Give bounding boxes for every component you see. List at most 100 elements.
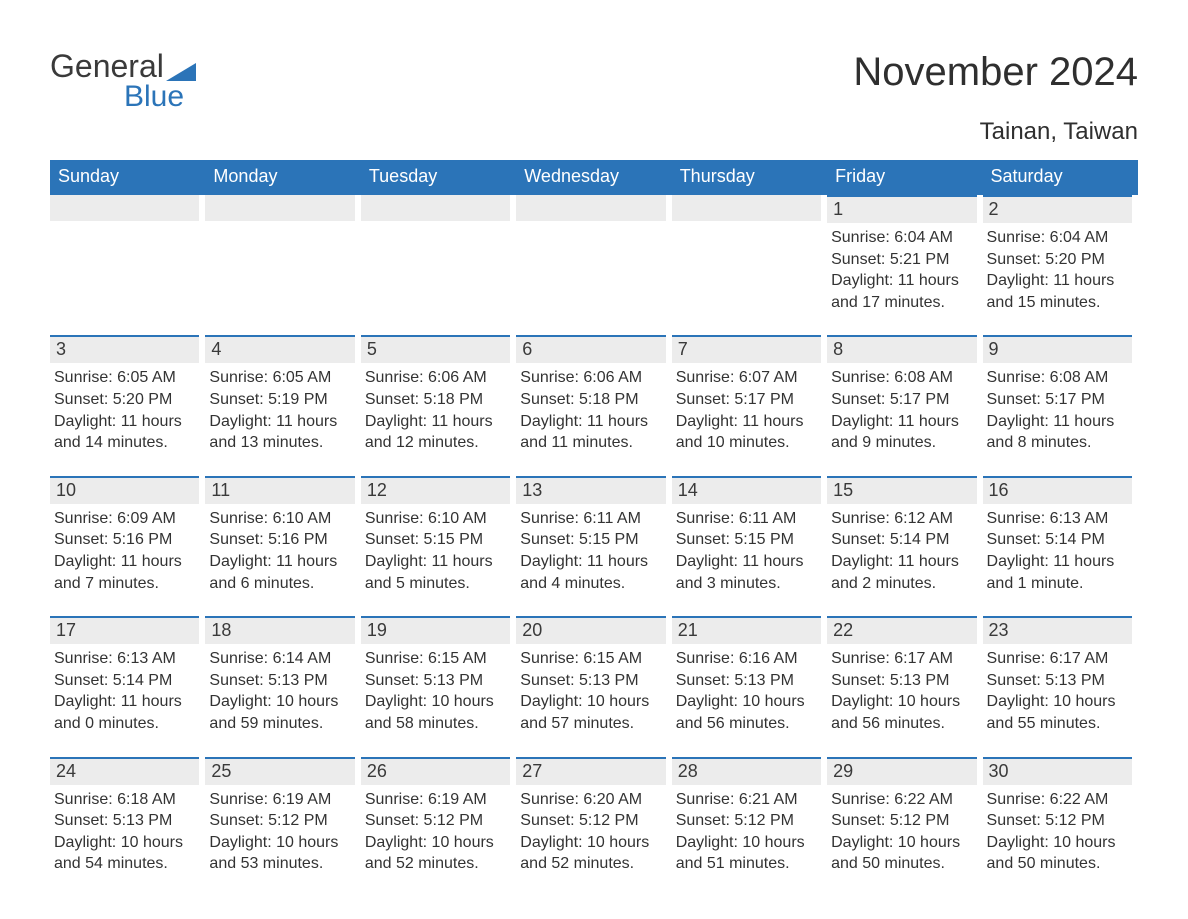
logo-text-general: General	[50, 50, 164, 82]
day-sunset: Sunset: 5:17 PM	[987, 389, 1128, 411]
day-body: Sunrise: 6:20 AMSunset: 5:12 PMDaylight:…	[516, 785, 665, 879]
dow-friday: Friday	[827, 160, 982, 195]
day-daylight1: Daylight: 11 hours	[54, 411, 195, 433]
day-sunset: Sunset: 5:19 PM	[209, 389, 350, 411]
day-number: 29	[827, 757, 976, 785]
day-number: 5	[361, 335, 510, 363]
day-number	[361, 195, 510, 221]
day-daylight1: Daylight: 10 hours	[365, 832, 506, 854]
week-row: 17Sunrise: 6:13 AMSunset: 5:14 PMDayligh…	[50, 616, 1138, 738]
day-sunset: Sunset: 5:13 PM	[987, 670, 1128, 692]
day-sunset: Sunset: 5:15 PM	[520, 529, 661, 551]
day-daylight2: and 2 minutes.	[831, 573, 972, 595]
day-daylight1: Daylight: 11 hours	[520, 551, 661, 573]
day-sunrise: Sunrise: 6:15 AM	[520, 648, 661, 670]
day-sunset: Sunset: 5:21 PM	[831, 249, 972, 271]
day-number	[516, 195, 665, 221]
day-sunrise: Sunrise: 6:10 AM	[365, 508, 506, 530]
day-sunrise: Sunrise: 6:22 AM	[987, 789, 1128, 811]
day-cell: 7Sunrise: 6:07 AMSunset: 5:17 PMDaylight…	[672, 335, 827, 457]
day-sunrise: Sunrise: 6:09 AM	[54, 508, 195, 530]
day-sunset: Sunset: 5:13 PM	[54, 810, 195, 832]
dow-sunday: Sunday	[50, 160, 205, 195]
day-number: 9	[983, 335, 1132, 363]
day-sunrise: Sunrise: 6:21 AM	[676, 789, 817, 811]
day-daylight1: Daylight: 10 hours	[365, 691, 506, 713]
day-number: 26	[361, 757, 510, 785]
day-daylight1: Daylight: 11 hours	[365, 411, 506, 433]
day-cell: 23Sunrise: 6:17 AMSunset: 5:13 PMDayligh…	[983, 616, 1138, 738]
day-daylight2: and 0 minutes.	[54, 713, 195, 735]
day-cell: 11Sunrise: 6:10 AMSunset: 5:16 PMDayligh…	[205, 476, 360, 598]
day-number: 23	[983, 616, 1132, 644]
day-number: 15	[827, 476, 976, 504]
day-body: Sunrise: 6:21 AMSunset: 5:12 PMDaylight:…	[672, 785, 821, 879]
day-cell: 10Sunrise: 6:09 AMSunset: 5:16 PMDayligh…	[50, 476, 205, 598]
day-daylight1: Daylight: 11 hours	[987, 270, 1128, 292]
day-cell: 27Sunrise: 6:20 AMSunset: 5:12 PMDayligh…	[516, 757, 671, 879]
day-daylight2: and 59 minutes.	[209, 713, 350, 735]
week-row: 3Sunrise: 6:05 AMSunset: 5:20 PMDaylight…	[50, 335, 1138, 457]
day-sunrise: Sunrise: 6:11 AM	[676, 508, 817, 530]
header-row: General Blue November 2024	[50, 50, 1138, 114]
day-body	[205, 221, 354, 301]
day-number: 18	[205, 616, 354, 644]
day-number: 3	[50, 335, 199, 363]
day-sunset: Sunset: 5:20 PM	[987, 249, 1128, 271]
day-sunrise: Sunrise: 6:10 AM	[209, 508, 350, 530]
day-cell: 1Sunrise: 6:04 AMSunset: 5:21 PMDaylight…	[827, 195, 982, 317]
day-daylight1: Daylight: 10 hours	[209, 691, 350, 713]
day-number	[205, 195, 354, 221]
location-label: Tainan, Taiwan	[50, 118, 1138, 146]
day-body: Sunrise: 6:15 AMSunset: 5:13 PMDaylight:…	[516, 644, 665, 738]
day-number: 27	[516, 757, 665, 785]
day-cell: 9Sunrise: 6:08 AMSunset: 5:17 PMDaylight…	[983, 335, 1138, 457]
day-body: Sunrise: 6:22 AMSunset: 5:12 PMDaylight:…	[983, 785, 1132, 879]
day-number: 7	[672, 335, 821, 363]
day-body	[516, 221, 665, 301]
day-daylight1: Daylight: 10 hours	[831, 832, 972, 854]
day-daylight2: and 10 minutes.	[676, 432, 817, 454]
day-sunrise: Sunrise: 6:22 AM	[831, 789, 972, 811]
day-daylight1: Daylight: 10 hours	[520, 691, 661, 713]
day-daylight2: and 14 minutes.	[54, 432, 195, 454]
day-cell: 17Sunrise: 6:13 AMSunset: 5:14 PMDayligh…	[50, 616, 205, 738]
day-body: Sunrise: 6:10 AMSunset: 5:16 PMDaylight:…	[205, 504, 354, 598]
day-body	[50, 221, 199, 301]
day-sunrise: Sunrise: 6:17 AM	[831, 648, 972, 670]
day-sunrise: Sunrise: 6:12 AM	[831, 508, 972, 530]
day-number: 25	[205, 757, 354, 785]
day-daylight2: and 3 minutes.	[676, 573, 817, 595]
day-body: Sunrise: 6:19 AMSunset: 5:12 PMDaylight:…	[205, 785, 354, 879]
day-sunset: Sunset: 5:12 PM	[520, 810, 661, 832]
day-daylight2: and 50 minutes.	[831, 853, 972, 875]
day-sunrise: Sunrise: 6:16 AM	[676, 648, 817, 670]
day-number: 21	[672, 616, 821, 644]
day-daylight1: Daylight: 10 hours	[676, 691, 817, 713]
day-sunrise: Sunrise: 6:06 AM	[365, 367, 506, 389]
day-number: 12	[361, 476, 510, 504]
day-number: 20	[516, 616, 665, 644]
day-sunset: Sunset: 5:13 PM	[831, 670, 972, 692]
day-sunset: Sunset: 5:16 PM	[54, 529, 195, 551]
calendar: Sunday Monday Tuesday Wednesday Thursday…	[50, 160, 1138, 879]
day-body: Sunrise: 6:13 AMSunset: 5:14 PMDaylight:…	[983, 504, 1132, 598]
day-cell: 4Sunrise: 6:05 AMSunset: 5:19 PMDaylight…	[205, 335, 360, 457]
day-body: Sunrise: 6:06 AMSunset: 5:18 PMDaylight:…	[516, 363, 665, 457]
week-row: 10Sunrise: 6:09 AMSunset: 5:16 PMDayligh…	[50, 476, 1138, 598]
day-body: Sunrise: 6:07 AMSunset: 5:17 PMDaylight:…	[672, 363, 821, 457]
day-daylight2: and 52 minutes.	[365, 853, 506, 875]
day-daylight1: Daylight: 11 hours	[365, 551, 506, 573]
day-daylight2: and 6 minutes.	[209, 573, 350, 595]
day-body: Sunrise: 6:18 AMSunset: 5:13 PMDaylight:…	[50, 785, 199, 879]
day-sunset: Sunset: 5:14 PM	[831, 529, 972, 551]
day-sunset: Sunset: 5:13 PM	[676, 670, 817, 692]
day-body: Sunrise: 6:11 AMSunset: 5:15 PMDaylight:…	[672, 504, 821, 598]
day-sunrise: Sunrise: 6:05 AM	[209, 367, 350, 389]
day-sunrise: Sunrise: 6:08 AM	[987, 367, 1128, 389]
day-daylight2: and 13 minutes.	[209, 432, 350, 454]
day-sunrise: Sunrise: 6:18 AM	[54, 789, 195, 811]
day-daylight2: and 4 minutes.	[520, 573, 661, 595]
day-daylight2: and 56 minutes.	[831, 713, 972, 735]
day-cell: 14Sunrise: 6:11 AMSunset: 5:15 PMDayligh…	[672, 476, 827, 598]
